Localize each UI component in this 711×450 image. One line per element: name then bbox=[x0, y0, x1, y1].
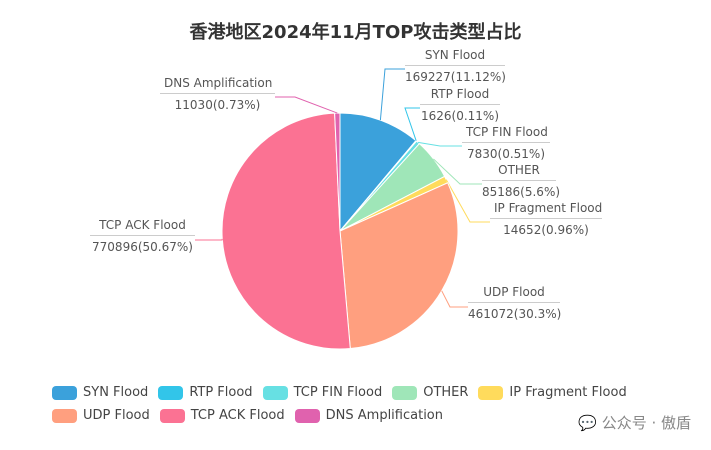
leader-line bbox=[195, 238, 223, 241]
legend-item[interactable]: OTHER bbox=[392, 385, 468, 400]
legend-item[interactable]: TCP ACK Flood bbox=[159, 408, 285, 423]
watermark: 💬 公众号 · 傲盾 bbox=[578, 414, 691, 432]
legend-label: RTP Flood bbox=[189, 385, 253, 400]
leader-line bbox=[441, 290, 468, 308]
data-label-name: IP Fragment Flood bbox=[490, 201, 602, 219]
legend-label: TCP ACK Flood bbox=[190, 408, 285, 423]
leader-line bbox=[433, 158, 482, 185]
legend-item[interactable]: RTP Flood bbox=[158, 385, 253, 400]
data-label-value: 770896(50.67%) bbox=[92, 240, 193, 254]
legend-item[interactable]: TCP FIN Flood bbox=[262, 385, 383, 400]
data-label: SYN Flood 169227(11.12%) bbox=[405, 48, 506, 84]
legend-swatch bbox=[52, 408, 77, 423]
legend-item[interactable]: DNS Amplification bbox=[294, 408, 443, 423]
legend-label: SYN Flood bbox=[83, 385, 149, 400]
data-label-value: 169227(11.12%) bbox=[405, 70, 506, 84]
legend-label: TCP FIN Flood bbox=[293, 385, 383, 400]
legend: SYN Flood RTP Flood TCP FIN Flood OTHER IP F… bbox=[52, 385, 652, 431]
data-label: TCP ACK Flood 770896(50.67%) bbox=[90, 218, 195, 254]
data-label-name: UDP Flood bbox=[468, 285, 560, 303]
chart-title: 香港地区2024年11月TOP攻击类型占比 bbox=[189, 22, 522, 43]
legend-swatch bbox=[478, 385, 504, 400]
legend-label: DNS Amplification bbox=[325, 408, 443, 423]
legend-swatch bbox=[159, 408, 185, 423]
data-label: OTHER 85186(5.6%) bbox=[482, 163, 561, 199]
data-label: IP Fragment Flood 14652(0.96%) bbox=[490, 201, 602, 237]
data-label-name: SYN Flood bbox=[405, 48, 505, 66]
leader-line bbox=[275, 96, 338, 114]
legend-swatch bbox=[158, 385, 184, 400]
leader-line bbox=[404, 107, 420, 142]
data-label: RTP Flood 1626(0.11%) bbox=[420, 87, 500, 123]
legend-swatch bbox=[52, 385, 77, 400]
legend-item[interactable]: IP Fragment Flood bbox=[478, 385, 627, 400]
data-label-name: RTP Flood bbox=[420, 87, 500, 105]
data-label: UDP Flood 461072(30.3%) bbox=[468, 285, 562, 321]
data-label-name: TCP ACK Flood bbox=[90, 218, 195, 236]
data-label-name: TCP FIN Flood bbox=[462, 125, 550, 143]
leader-line bbox=[445, 179, 490, 223]
watermark-text: 公众号 · 傲盾 bbox=[601, 414, 691, 432]
data-label-value: 14652(0.96%) bbox=[503, 223, 589, 237]
data-label-value: 7830(0.51%) bbox=[466, 147, 546, 161]
data-label-name: OTHER bbox=[482, 163, 556, 181]
data-label-value: 85186(5.6%) bbox=[482, 185, 561, 199]
data-label: DNS Amplification 11030(0.73%) bbox=[160, 76, 275, 112]
pie-slice-udp-flood[interactable] bbox=[339, 182, 459, 350]
data-label-name: DNS Amplification bbox=[160, 76, 275, 94]
legend-label: IP Fragment Flood bbox=[509, 385, 627, 400]
legend-label: OTHER bbox=[423, 385, 469, 400]
legend-swatch bbox=[392, 385, 418, 400]
leader-line bbox=[379, 68, 405, 121]
data-label-value: 11030(0.73%) bbox=[174, 98, 261, 112]
data-label-value: 1626(0.11%) bbox=[420, 109, 500, 123]
pie-slice-tcp-ack-flood[interactable] bbox=[221, 112, 351, 350]
pie-slice-syn-flood[interactable] bbox=[339, 112, 417, 233]
legend-label: UDP Flood bbox=[83, 408, 150, 423]
leader-line bbox=[417, 141, 462, 147]
legend-item[interactable]: UDP Flood bbox=[52, 408, 150, 423]
legend-swatch bbox=[262, 385, 288, 400]
data-label-value: 461072(30.3%) bbox=[468, 307, 562, 321]
data-label: TCP FIN Flood 7830(0.51%) bbox=[462, 125, 550, 161]
legend-swatch bbox=[294, 408, 320, 423]
legend-item[interactable]: SYN Flood bbox=[52, 385, 148, 400]
